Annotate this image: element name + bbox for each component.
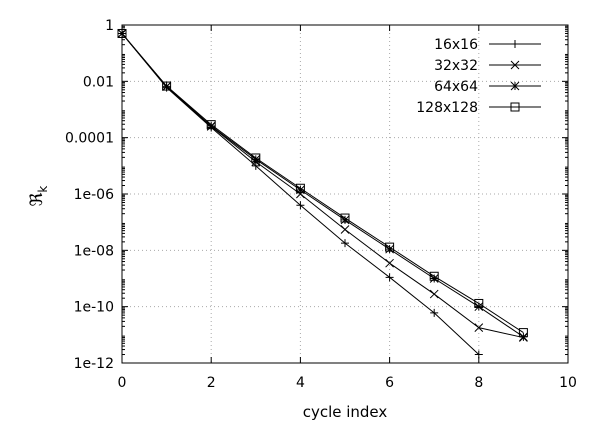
data-point [429, 271, 439, 281]
x-axis-label: cycle index [303, 403, 388, 421]
x-tick-labels: 0 2 4 6 8 10 [118, 375, 577, 391]
y-tick-label: 1e-12 [74, 356, 114, 372]
data-point [341, 239, 349, 248]
data-point [474, 302, 484, 312]
series-32x32 [117, 29, 528, 342]
legend-marker [511, 40, 519, 48]
x-tick-label: 2 [207, 375, 216, 391]
legend-label: 64x64 [434, 79, 478, 95]
legend-label: 16x16 [434, 37, 478, 53]
data-point [117, 28, 127, 38]
y-tick-label: 1 [105, 18, 114, 34]
x-tick-label: 4 [296, 375, 305, 391]
y-tick-label: 0.0001 [65, 131, 114, 147]
data-point [295, 183, 305, 193]
x-tick-label: 0 [118, 375, 127, 391]
y-tick-label: 1e-10 [74, 300, 114, 316]
legend-label: 32x32 [434, 58, 478, 74]
data-point [429, 274, 439, 283]
x-tick-label: 6 [385, 375, 394, 391]
data-point [296, 201, 305, 210]
y-axis-label-main: ℜ [27, 192, 47, 206]
data-point [296, 185, 305, 195]
y-tick-label: 1e-06 [74, 187, 114, 203]
data-point [206, 121, 216, 131]
data-point [385, 244, 394, 254]
x-tick-label: 8 [474, 375, 483, 391]
axis-ticks [121, 24, 569, 364]
data-point [429, 289, 439, 299]
data-point [340, 225, 350, 234]
y-axis-label-subscript: k [36, 186, 50, 193]
legend-marker [510, 81, 520, 91]
grid [122, 25, 568, 363]
data-point [385, 242, 395, 252]
series-line [121, 33, 524, 334]
data-point [162, 81, 172, 91]
series-group [117, 28, 528, 359]
series-128x128 [117, 28, 528, 338]
legend-marker [510, 102, 520, 112]
data-point [340, 213, 350, 223]
data-point [474, 350, 483, 359]
y-tick-label: 1e-08 [74, 243, 114, 259]
legend: 16x16 32x32 64x64 128x128 [416, 37, 541, 116]
data-point [251, 154, 261, 164]
series-64x64 [117, 29, 528, 342]
series-line [121, 33, 524, 338]
data-point [340, 215, 350, 225]
plot-frame [121, 24, 569, 364]
data-point [206, 120, 216, 130]
legend-label: 128x128 [416, 100, 478, 116]
data-point [474, 298, 484, 308]
data-point [430, 308, 439, 317]
y-tick-label: 0.01 [83, 74, 114, 90]
data-point [117, 29, 127, 38]
y-tick-labels: 1e-12 1e-10 1e-08 1e-06 0.0001 0.01 1 [65, 18, 114, 372]
data-point [518, 328, 528, 338]
y-axis-label: ℜk [27, 186, 50, 207]
data-point [251, 153, 261, 163]
x-tick-label: 10 [559, 375, 577, 391]
legend-marker [510, 60, 520, 70]
data-point [385, 273, 394, 282]
data-point [474, 323, 484, 332]
data-point [385, 258, 394, 268]
